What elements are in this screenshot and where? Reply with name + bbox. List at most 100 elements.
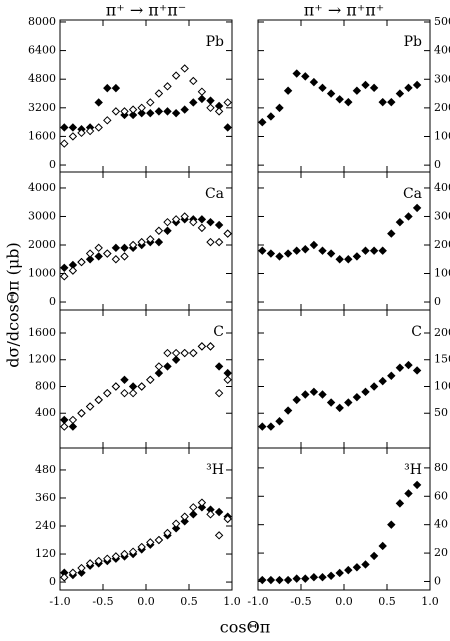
- data-point: [103, 249, 112, 258]
- data-point: [404, 212, 413, 221]
- x-tick-label: 0.0: [335, 595, 353, 608]
- panel-label: ³H: [206, 462, 224, 478]
- data-point: [128, 105, 138, 114]
- data-point: [266, 249, 276, 258]
- data-point: [94, 395, 103, 405]
- data-point: [361, 560, 370, 569]
- data-point: [266, 112, 276, 121]
- data-point: [292, 246, 301, 255]
- data-point: [180, 517, 189, 526]
- data-point: [214, 507, 224, 517]
- data-point: [163, 107, 172, 116]
- data-point: [335, 403, 344, 413]
- data-point: [352, 563, 362, 572]
- data-point: [206, 96, 215, 105]
- y-tick-label: 3200: [28, 101, 56, 114]
- data-point: [163, 348, 172, 358]
- data-point: [128, 240, 138, 250]
- data-point: [189, 348, 198, 358]
- data-point: [214, 388, 224, 398]
- data-point: [275, 575, 284, 585]
- data-point: [146, 108, 155, 118]
- data-point: [171, 355, 181, 364]
- y-tick-label: 3000: [28, 209, 56, 222]
- data-point: [258, 575, 267, 585]
- y-tick-label: 20: [434, 546, 448, 559]
- x-tick-label: 0.5: [180, 595, 198, 608]
- data-point: [197, 342, 207, 351]
- y-tick-label: 300: [434, 209, 450, 222]
- data-point: [120, 388, 129, 398]
- data-point: [68, 568, 78, 577]
- y-tick-label: 400: [434, 44, 450, 57]
- data-point: [301, 72, 310, 81]
- data-point: [128, 547, 138, 556]
- data-point: [163, 217, 172, 227]
- data-point: [85, 255, 95, 264]
- data-point: [318, 573, 327, 582]
- data-point: [223, 98, 232, 107]
- y-tick-label: 100: [434, 130, 450, 143]
- data-point: [197, 87, 207, 96]
- x-tick-label: 0.5: [378, 595, 396, 608]
- data-point: [197, 223, 207, 233]
- data-point: [60, 139, 69, 148]
- data-point: [146, 538, 155, 547]
- y-tick-label: 60: [434, 489, 448, 502]
- data-point: [146, 98, 155, 107]
- y-tick-label: 6400: [28, 44, 56, 57]
- data-point: [103, 83, 112, 93]
- data-point: [318, 390, 327, 399]
- data-point: [111, 382, 121, 391]
- data-point: [214, 362, 224, 371]
- data-point: [292, 395, 301, 405]
- data-point: [128, 388, 138, 398]
- data-point: [171, 108, 181, 118]
- y-tick-label: 400: [35, 406, 56, 419]
- data-point: [301, 245, 310, 254]
- data-point: [154, 368, 164, 378]
- data-point: [163, 82, 172, 91]
- data-point: [189, 217, 198, 227]
- data-point: [77, 409, 86, 418]
- data-point: [60, 422, 69, 431]
- data-point: [154, 107, 164, 116]
- data-point: [94, 123, 103, 132]
- data-point: [68, 123, 78, 132]
- x-tick-label: -1.0: [49, 595, 70, 608]
- data-point: [197, 215, 207, 224]
- y-tick-label: 4000: [28, 181, 56, 194]
- data-point: [120, 252, 129, 261]
- data-point: [378, 376, 387, 386]
- data-point: [275, 103, 284, 113]
- data-point: [301, 390, 310, 399]
- data-point: [85, 249, 95, 258]
- data-point: [309, 387, 319, 397]
- y-tick-label: 50: [434, 406, 448, 419]
- data-point: [189, 510, 198, 519]
- data-point: [344, 97, 353, 107]
- data-point: [60, 415, 69, 425]
- data-point: [128, 110, 138, 120]
- data-point: [344, 565, 353, 575]
- x-axis-label: cosΘπ: [220, 618, 270, 637]
- data-point: [120, 375, 129, 385]
- y-tick-label: 200: [434, 326, 450, 339]
- data-point: [206, 342, 215, 351]
- y-tick-label: 500: [434, 15, 450, 28]
- data-point: [68, 266, 78, 275]
- data-point: [77, 563, 86, 573]
- panel-label: Ca: [403, 186, 422, 202]
- data-point: [378, 97, 387, 107]
- data-point: [214, 107, 224, 116]
- y-tick-label: 200: [434, 238, 450, 251]
- y-tick-label: 120: [35, 547, 56, 560]
- data-point: [214, 531, 224, 540]
- x-tick-label: -0.5: [290, 595, 311, 608]
- data-point: [309, 240, 319, 250]
- data-point: [189, 98, 198, 107]
- x-tick-label: -1.0: [247, 595, 268, 608]
- data-point: [180, 105, 189, 114]
- data-point: [77, 568, 86, 577]
